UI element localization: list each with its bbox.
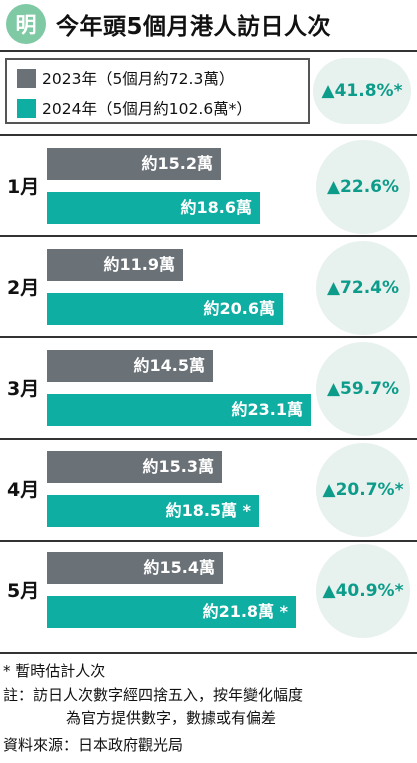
divider xyxy=(0,50,417,52)
footnote-note-line1: 訪日人次數字經四捨五入，按年變化幅度 xyxy=(33,686,304,704)
bar-2023 xyxy=(47,249,183,281)
legend-item-2023: 2023年（5個月約72.3萬） xyxy=(17,67,234,89)
bar-label-2024: 約21.8萬 * xyxy=(202,602,288,621)
bar-label-2024: 約20.6萬 xyxy=(203,299,275,318)
change-percent-badge: ▲20.7%* xyxy=(316,443,410,537)
legend-swatch-2023 xyxy=(17,68,36,88)
month-label: 1月 xyxy=(7,176,40,198)
bar-label-2024: 約18.6萬 xyxy=(180,198,252,217)
bar-2023 xyxy=(47,552,223,584)
month-divider xyxy=(0,438,417,440)
ming-pao-logo: 明 xyxy=(6,4,46,44)
bar-2024 xyxy=(47,394,311,426)
legend-label-2024: 2024年（5個月約102.6萬*） xyxy=(42,100,252,118)
bar-2024 xyxy=(47,192,260,224)
month-label: 5月 xyxy=(7,580,40,602)
bar-label-2023: 約15.3萬 xyxy=(142,457,214,476)
divider xyxy=(0,652,417,654)
bar-2024 xyxy=(47,293,283,325)
bar-label-2023: 約11.9萬 xyxy=(103,255,175,274)
bar-label-2023: 約15.2萬 xyxy=(141,154,213,173)
change-percent-badge: ▲59.7% xyxy=(316,342,410,436)
bar-label-2024: 約18.5萬 * xyxy=(165,501,251,520)
month-divider xyxy=(0,235,417,237)
footnote-note: 註：訪日人次數字經四捨五入，按年變化幅度 xyxy=(3,684,303,705)
change-percent-badge: ▲22.6% xyxy=(316,140,410,234)
month-divider xyxy=(0,134,417,136)
source-credit: 資料來源：日本政府觀光局 xyxy=(3,736,184,754)
page-title: 今年頭5個月港人訪日人次 xyxy=(56,14,332,40)
month-divider xyxy=(0,336,417,338)
month-label: 2月 xyxy=(7,277,40,299)
legend-item-2024: 2024年（5個月約102.6萬*） xyxy=(17,97,252,119)
legend-label-2023: 2023年（5個月約72.3萬） xyxy=(42,70,235,88)
bar-label-2023: 約14.5萬 xyxy=(133,356,205,375)
bar-2024 xyxy=(47,495,259,527)
change-percent-badge: ▲72.4% xyxy=(316,241,410,335)
bar-2024 xyxy=(47,596,296,628)
legend-swatch-2024 xyxy=(17,98,36,118)
month-divider xyxy=(0,540,417,542)
change-percent-badge: ▲40.9%* xyxy=(316,544,410,638)
total-change-badge: ▲41.8%* xyxy=(313,58,411,124)
footnote-estimate: * 暫時估計人次 xyxy=(3,662,106,680)
footnote-note-label: 註： xyxy=(3,686,34,704)
month-label: 4月 xyxy=(7,479,40,501)
bar-label-2023: 約15.4萬 xyxy=(143,558,215,577)
month-label: 3月 xyxy=(7,378,40,400)
bar-label-2024: 約23.1萬 xyxy=(231,400,303,419)
bar-2023 xyxy=(47,350,213,382)
bar-2023 xyxy=(47,148,221,180)
bar-2023 xyxy=(47,451,222,483)
footnote-note-line2: 為官方提供數字，數據或有偏差 xyxy=(66,709,277,727)
chart-legend: 2023年（5個月約72.3萬） 2024年（5個月約102.6萬*） xyxy=(5,58,310,124)
